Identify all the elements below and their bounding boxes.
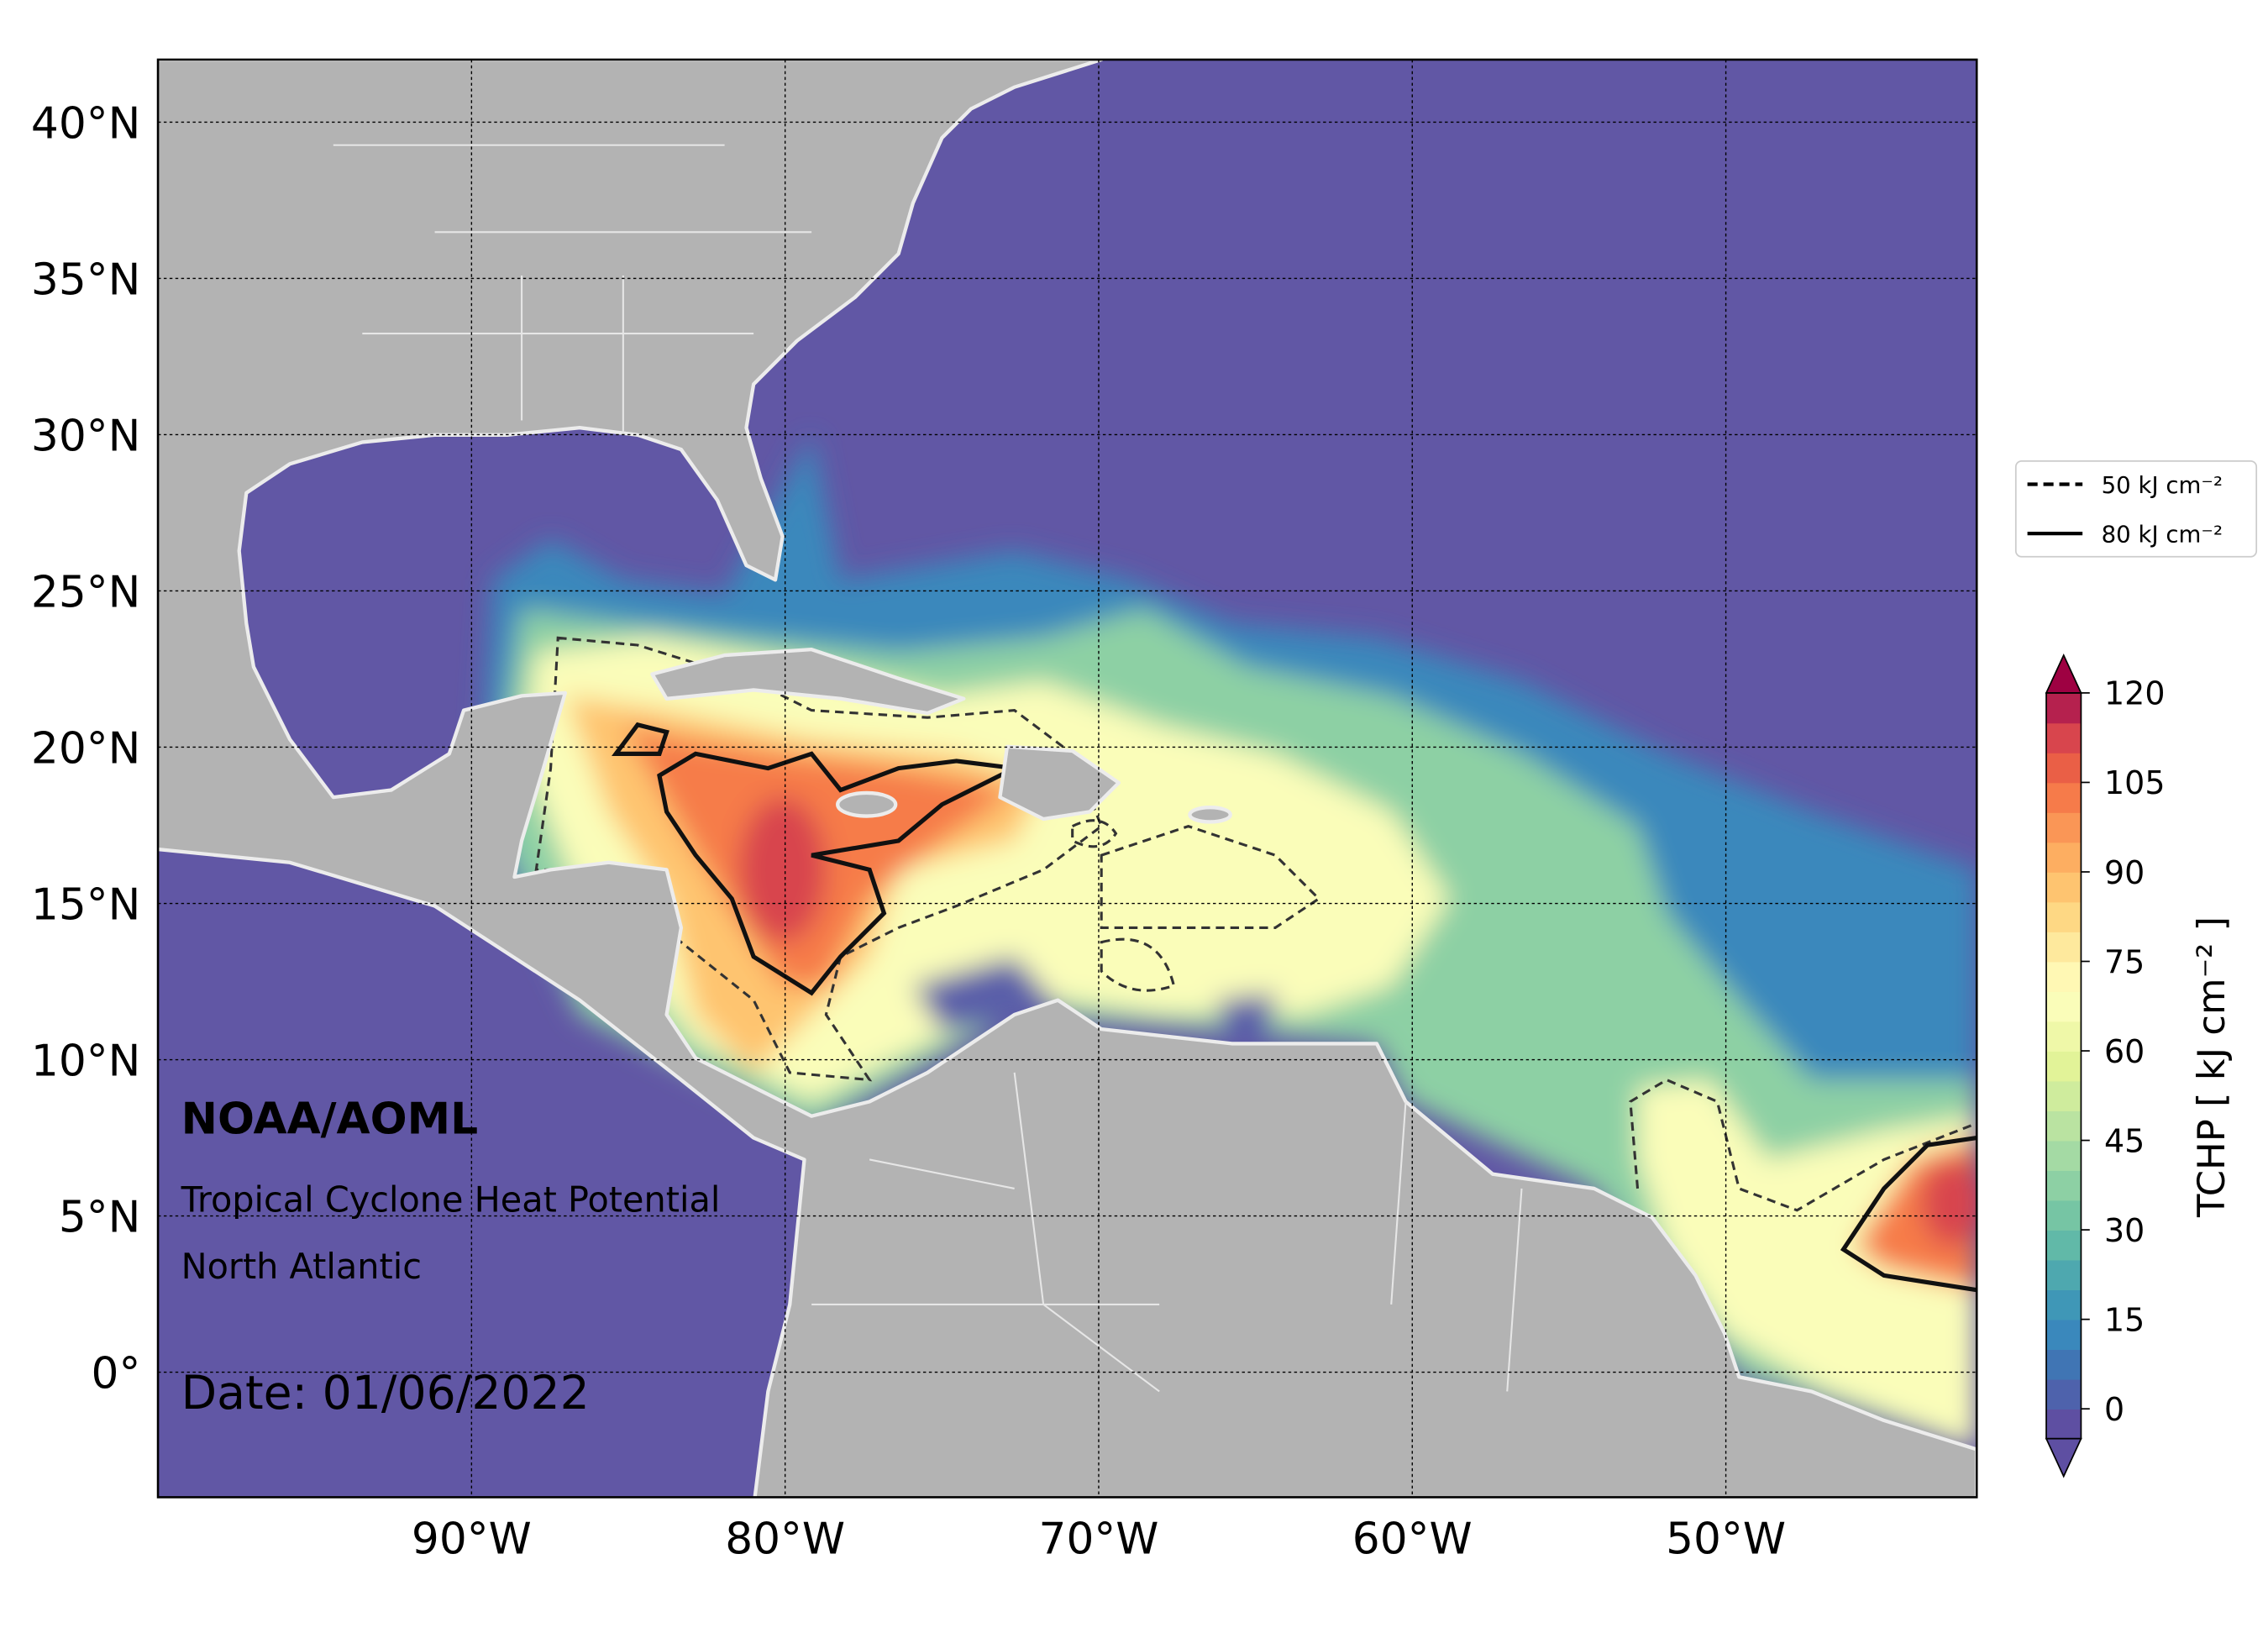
colorbar-band <box>2046 1200 2082 1231</box>
land-hispaniola <box>998 744 1121 822</box>
field-yellow-east <box>1637 1079 1977 1450</box>
colorbar-band <box>2046 901 2082 932</box>
colorbar-tick-label: 30 <box>2104 1212 2145 1249</box>
agency-label: NOAA/AOML <box>181 1094 478 1144</box>
y-tick-label: 40°N <box>31 98 140 149</box>
y-tick-label: 20°N <box>31 723 140 774</box>
colorbar-tick-label: 60 <box>2104 1033 2145 1070</box>
colorbar-tick-label: 105 <box>2104 764 2165 801</box>
colorbar-band <box>2046 931 2082 963</box>
legend-label: 80 kJ cm⁻² <box>2102 520 2223 548</box>
product-label: Tropical Cyclone Heat Potential <box>181 1180 721 1221</box>
x-tick-label: 70°W <box>1039 1515 1159 1565</box>
y-tick-label: 10°N <box>31 1037 140 1087</box>
colorbar-band <box>2046 1170 2082 1201</box>
colorbar-band <box>2046 1409 2082 1440</box>
y-tick-label: 30°N <box>31 411 140 461</box>
field-core-east <box>1921 1159 1977 1247</box>
borders <box>333 144 1523 1393</box>
contour-50-b <box>1071 819 1321 992</box>
colorbar-band <box>2046 752 2082 784</box>
y-tick-label: 25°N <box>31 567 140 617</box>
colorbar-band <box>2046 1349 2082 1380</box>
field-core <box>738 797 827 942</box>
colorbar-band <box>2046 961 2082 992</box>
contour-80-east <box>1840 1135 1977 1293</box>
legend-label: 50 kJ cm⁻² <box>2102 471 2223 499</box>
colorbar-band <box>2046 1021 2082 1052</box>
colorbar-band <box>2046 1230 2082 1261</box>
colorbar-tick-label: 75 <box>2104 943 2145 980</box>
map-area <box>158 59 1977 1498</box>
colorbar-label: TCHP [ kJ cm⁻² ] <box>2189 916 2234 1218</box>
x-tick-label: 50°W <box>1666 1515 1786 1565</box>
x-tick-label: 90°W <box>412 1515 532 1565</box>
contour-50-east <box>1629 1078 1977 1212</box>
plot-frame <box>156 58 1978 1499</box>
colorbar-tick-label: 0 <box>2104 1391 2124 1428</box>
region-label: North Atlantic <box>181 1247 422 1287</box>
y-tick-label: 35°N <box>31 255 140 305</box>
contour-50 <box>534 636 1104 1082</box>
y-tick-label: 15°N <box>31 879 140 930</box>
colorbar-tick-label: 45 <box>2104 1122 2145 1159</box>
colorbar-tick-label: 90 <box>2104 854 2145 891</box>
colorbar-band <box>2046 1289 2082 1320</box>
colorbar-band <box>2046 1319 2082 1351</box>
colorbar-band <box>2046 811 2082 843</box>
y-tick-label: 0° <box>92 1349 141 1399</box>
contour-80 <box>612 722 1022 996</box>
colorbar-band <box>2046 1378 2082 1410</box>
grid <box>158 59 1977 1498</box>
colorbar-band <box>2046 1140 2082 1171</box>
land-jamaica <box>836 790 898 818</box>
date-label: Date: 01/06/2022 <box>181 1367 590 1420</box>
land-cuba <box>650 647 966 716</box>
colorbar-band <box>2046 842 2082 873</box>
colorbar-band <box>2046 1110 2082 1142</box>
land-americas <box>158 59 1977 1498</box>
x-tick-label: 60°W <box>1352 1515 1473 1565</box>
colorbar-band <box>2046 722 2082 753</box>
y-tick-label: 5°N <box>59 1193 141 1243</box>
colorbar-frame <box>2045 692 2082 1440</box>
colorbar-band <box>2046 692 2082 724</box>
colorbar-over <box>2045 653 2082 694</box>
land-puerto-rico <box>1188 806 1232 824</box>
colorbar-band <box>2046 1080 2082 1111</box>
x-tick-label: 80°W <box>725 1515 845 1565</box>
colorbar: 0 15 30 45 60 75 90 105 120 <box>2045 653 2165 1478</box>
colorbar-band <box>2046 871 2082 903</box>
colorbar-band <box>2046 782 2082 813</box>
legend: 50 kJ cm⁻² 80 kJ cm⁻² <box>2014 460 2258 558</box>
colorbar-tick-label: 15 <box>2104 1301 2145 1338</box>
colorbar-tick-label: 120 <box>2104 675 2165 712</box>
colorbar-band <box>2046 1259 2082 1290</box>
colorbar-under <box>2045 1437 2082 1478</box>
colorbar-band <box>2046 991 2082 1022</box>
colorbar-band <box>2046 1051 2082 1082</box>
